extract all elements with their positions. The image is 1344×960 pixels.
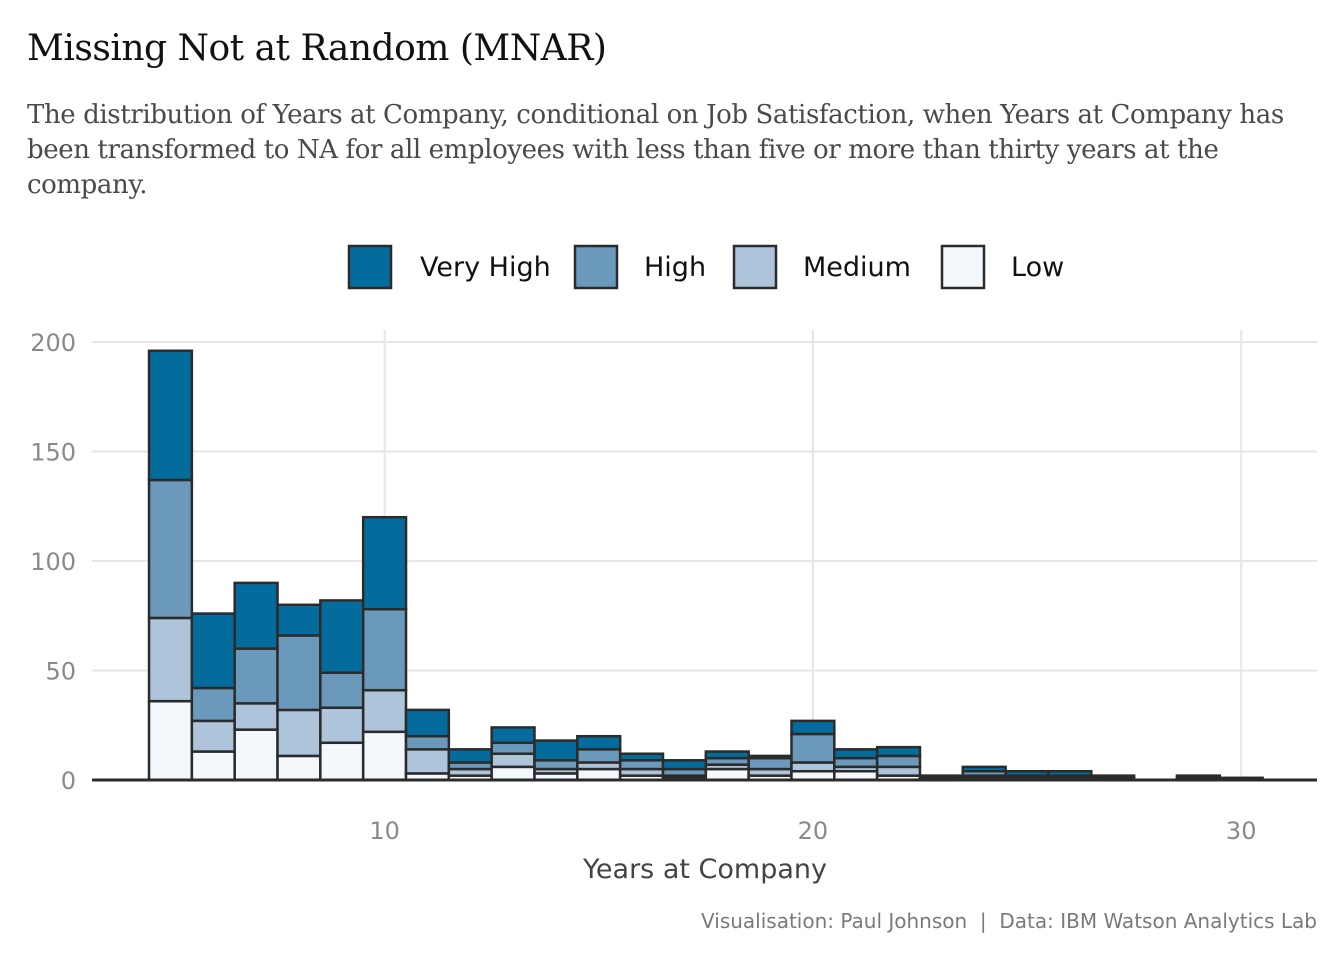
histogram-bar-segment: [447, 748, 493, 764]
histogram-bar-segment: [875, 765, 922, 777]
y-tick-label: 150: [30, 439, 76, 467]
x-tick-label: 20: [798, 817, 829, 845]
caption: Visualisation: Paul Johnson | Data: IBM …: [701, 909, 1317, 933]
chart-title: Missing Not at Random (MNAR): [27, 28, 607, 69]
histogram-bar-segment: [618, 759, 665, 771]
histogram-bar-segment: [576, 767, 622, 782]
histogram-bar-segment: [233, 581, 279, 650]
histogram-bar-segment: [147, 699, 194, 782]
histogram-bar-segment: [361, 515, 408, 611]
histogram-bar-segment: [833, 756, 879, 769]
histogram-bar-segment: [576, 748, 622, 764]
histogram-bar-segment: [875, 745, 922, 758]
x-tick-label: 30: [1226, 817, 1257, 845]
histogram-bar-segment: [1004, 769, 1050, 777]
histogram-bar-segment: [704, 750, 750, 760]
histogram-bar-segment: [404, 708, 451, 738]
histogram-bar-segment: [404, 748, 451, 775]
histogram-bar-segment: [190, 750, 236, 782]
y-tick-label: 200: [30, 329, 76, 357]
histogram-bar-segment: [961, 765, 1007, 773]
histogram-bar-segment: [576, 734, 622, 751]
histogram-bar-segment: [361, 607, 408, 692]
histogram-bar-segment: [790, 732, 836, 764]
histogram-bar-segment: [147, 616, 194, 703]
histogram-bar-segment: [276, 603, 322, 637]
legend-label: Very High: [420, 252, 551, 283]
histogram-bar-segment: [319, 741, 365, 782]
legend-label: High: [644, 252, 706, 283]
axes: 0 50 100 150 200 10 20 30: [30, 329, 1317, 845]
legend-swatch: [573, 244, 619, 290]
histogram-bar-segment: [190, 686, 236, 723]
histogram-bar-segment: [790, 719, 836, 736]
histogram-bar-segment: [661, 759, 708, 771]
histogram-bar-segment: [490, 741, 536, 755]
legend-swatch: [347, 244, 393, 290]
legend: Very High High Medium Low: [347, 244, 1064, 290]
histogram-bar-segment: [319, 706, 365, 745]
histogram-bar-segment: [190, 612, 236, 690]
histogram-bar-segment: [319, 671, 365, 709]
histogram-bar-segment: [319, 599, 365, 674]
histogram-bar-segment: [1175, 774, 1222, 780]
histogram-bar-segment: [233, 728, 279, 782]
histogram-bar-segment: [490, 765, 536, 782]
histogram-bar-segment: [361, 688, 408, 734]
histogram-bar-segment: [533, 759, 579, 771]
x-axis-title: Years at Company: [582, 854, 827, 885]
histogram-bar-segment: [276, 708, 322, 758]
histogram-bar-segment: [233, 647, 279, 705]
histogram-bar-segment: [918, 774, 965, 780]
histogram-bar-segment: [276, 634, 322, 712]
histogram-bar-segment: [490, 726, 536, 745]
y-tick-label: 100: [30, 548, 76, 576]
histogram-bar-segment: [147, 349, 194, 482]
x-tick-label: 10: [369, 817, 400, 845]
histogram-bar-segment: [747, 754, 793, 760]
legend-label: Medium: [803, 252, 911, 283]
legend-swatch: [732, 244, 778, 290]
histogram-bar-segment: [618, 752, 665, 762]
legend-label: Low: [1011, 252, 1064, 283]
bars: [147, 349, 1264, 782]
histogram-bar-segment: [1047, 769, 1093, 777]
histogram-bar-segment: [704, 767, 750, 782]
histogram-bar-segment: [1090, 774, 1136, 780]
histogram-bar-segment: [276, 754, 322, 782]
histogram-bar-segment: [361, 730, 408, 782]
histogram-bar-segment: [190, 719, 236, 753]
histogram-bar-segment: [790, 761, 836, 773]
histogram-bar-segment: [747, 756, 793, 771]
histogram-bar-segment: [533, 739, 579, 762]
histogram-bar-segment: [404, 734, 451, 751]
histogram-bar-segment: [233, 702, 279, 731]
y-tick-label: 0: [61, 767, 76, 795]
histogram-bar-segment: [875, 754, 922, 769]
y-tick-label: 50: [45, 658, 76, 686]
histogram-bar-segment: [490, 752, 536, 769]
chart-subtitle: The distribution of Years at Company, co…: [27, 100, 1284, 200]
legend-swatch: [940, 244, 986, 290]
histogram-bar-segment: [147, 478, 194, 620]
histogram-bar-segment: [833, 748, 879, 760]
